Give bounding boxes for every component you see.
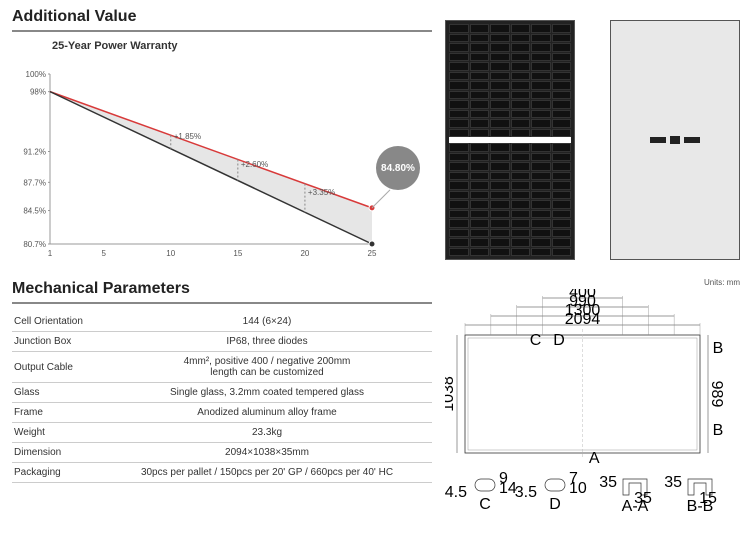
table-row: Dimension2094×1038×35mm — [12, 443, 432, 463]
svg-text:B-B: B-B — [687, 498, 714, 515]
param-key: Frame — [12, 403, 102, 423]
panel-back-view — [610, 20, 740, 260]
svg-text:+2.60%: +2.60% — [241, 160, 268, 169]
table-row: Packaging30pcs per pallet / 150pcs per 2… — [12, 463, 432, 483]
svg-text:D: D — [553, 332, 565, 349]
param-key: Dimension — [12, 443, 102, 463]
svg-text:A-A: A-A — [622, 498, 649, 515]
svg-text:84.5%: 84.5% — [23, 207, 46, 216]
junction-box-icon — [650, 136, 700, 144]
param-value: 23.3kg — [102, 423, 432, 443]
param-value: 30pcs per pallet / 150pcs per 20' GP / 6… — [102, 463, 432, 483]
units-label: Units: mm — [445, 278, 740, 287]
svg-text:C: C — [530, 332, 542, 349]
table-row: GlassSingle glass, 3.2mm coated tempered… — [12, 383, 432, 403]
svg-text:1: 1 — [48, 249, 53, 258]
svg-text:20: 20 — [300, 249, 309, 258]
panel-front-view — [445, 20, 575, 260]
param-key: Output Cable — [12, 352, 102, 383]
svg-text:B: B — [713, 340, 724, 357]
param-key: Packaging — [12, 463, 102, 483]
table-row: Junction BoxIP68, three diodes — [12, 332, 432, 352]
param-value: 144 (6×24) — [102, 312, 432, 332]
svg-text:98%: 98% — [30, 88, 46, 97]
param-key: Glass — [12, 383, 102, 403]
svg-text:400: 400 — [569, 289, 596, 301]
svg-text:10: 10 — [166, 249, 175, 258]
param-key: Cell Orientation — [12, 312, 102, 332]
chart-title: 25-Year Power Warranty — [52, 40, 432, 52]
svg-text:35: 35 — [664, 474, 682, 491]
svg-text:+3.35%: +3.35% — [308, 188, 335, 197]
section-title-additional-value: Additional Value — [12, 8, 432, 32]
param-value: Anodized aluminum alloy frame — [102, 403, 432, 423]
param-key: Junction Box — [12, 332, 102, 352]
param-value: 4mm², positive 400 / negative 200mmlengt… — [102, 352, 432, 383]
table-row: FrameAnodized aluminum alloy frame — [12, 403, 432, 423]
svg-text:35: 35 — [599, 474, 617, 491]
warranty-chart: 80.7%84.5%87.7%91.2%98%100%1510152025+1.… — [12, 54, 412, 264]
table-row: Cell Orientation144 (6×24) — [12, 312, 432, 332]
param-key: Weight — [12, 423, 102, 443]
svg-text:91.2%: 91.2% — [23, 148, 46, 157]
svg-text:1038: 1038 — [445, 376, 457, 412]
chart-callout: 84.80% — [376, 146, 420, 190]
param-value: IP68, three diodes — [102, 332, 432, 352]
svg-text:80.7%: 80.7% — [23, 240, 46, 249]
table-row: Output Cable4mm², positive 400 / negativ… — [12, 352, 432, 383]
svg-text:100%: 100% — [26, 70, 46, 79]
svg-text:B: B — [713, 422, 724, 439]
param-value: Single glass, 3.2mm coated tempered glas… — [102, 383, 432, 403]
dimension-drawing: 20941300990400CD9891038BBA9144.5C7103.5D… — [445, 289, 740, 529]
param-value: 2094×1038×35mm — [102, 443, 432, 463]
svg-text:10: 10 — [569, 480, 587, 497]
callout-value: 84.80% — [376, 146, 420, 190]
section-title-mechanical: Mechanical Parameters — [12, 280, 432, 304]
svg-text:+1.85%: +1.85% — [174, 132, 201, 141]
svg-text:3.5: 3.5 — [515, 484, 537, 501]
svg-text:15: 15 — [233, 249, 242, 258]
svg-text:4.5: 4.5 — [445, 484, 467, 501]
svg-text:25: 25 — [368, 249, 377, 258]
svg-text:D: D — [549, 496, 561, 513]
mechanical-parameters-table: Cell Orientation144 (6×24)Junction BoxIP… — [12, 312, 432, 483]
svg-text:87.7%: 87.7% — [23, 178, 46, 187]
svg-text:C: C — [479, 496, 491, 513]
svg-text:989: 989 — [708, 381, 725, 408]
svg-text:A: A — [589, 450, 600, 467]
svg-text:5: 5 — [101, 249, 106, 258]
table-row: Weight23.3kg — [12, 423, 432, 443]
